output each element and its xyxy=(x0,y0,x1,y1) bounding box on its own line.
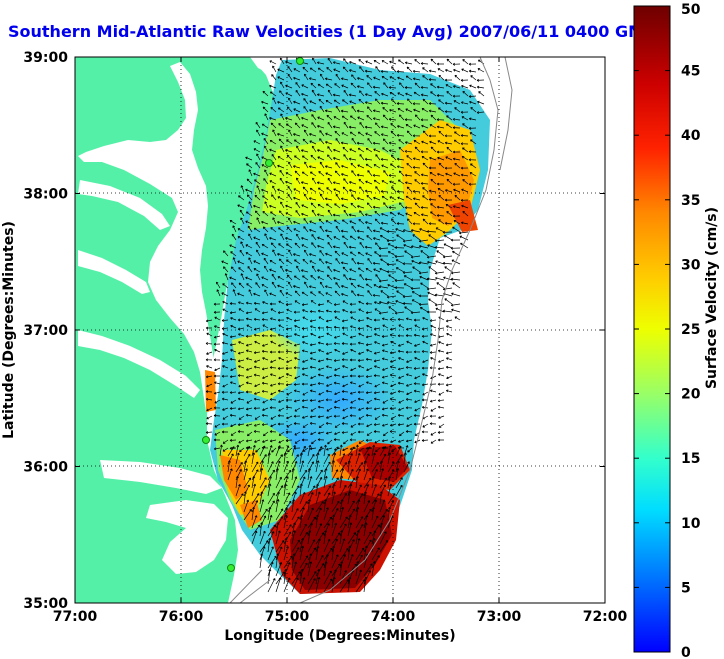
radar-stations xyxy=(202,57,304,572)
y-tick-label: 39:00 xyxy=(23,50,68,66)
x-tick-label: 75:00 xyxy=(265,609,310,625)
map-grid xyxy=(75,57,605,603)
colorbar-tick-label: 25 xyxy=(681,322,700,338)
station-marker xyxy=(265,159,273,167)
isobath-contour xyxy=(499,57,513,171)
y-tick-label: 37:00 xyxy=(23,323,68,339)
colorbar-tick-label: 0 xyxy=(681,645,691,659)
x-tick-label: 73:00 xyxy=(477,609,522,625)
axis-tickmarks xyxy=(74,56,606,604)
colorbar-tick-label: 10 xyxy=(681,516,701,532)
y-tick-label: 38:00 xyxy=(23,187,68,203)
river-rappahannock xyxy=(78,250,150,294)
map-title: Southern Mid-Atlantic Raw Velocities (1 … xyxy=(8,22,655,41)
station-marker xyxy=(202,436,210,444)
colorbar-tick-label: 15 xyxy=(681,451,700,467)
colorbar-ticks: 0 5 10 15 20 25 30 35 40 45 50 xyxy=(634,2,701,659)
y-tick-label: 36:00 xyxy=(23,460,68,476)
river-potomac xyxy=(78,180,170,230)
x-tick-label: 74:00 xyxy=(371,609,416,625)
x-tick-label: 76:00 xyxy=(159,609,204,625)
chesapeake-bay xyxy=(78,62,214,412)
river-james xyxy=(78,330,200,398)
y-tick-labels: 35:00 36:00 37:00 38:00 39:00 xyxy=(23,50,68,612)
isobath-contour xyxy=(239,579,271,603)
colorbar-label: Surface Velocity (cm/s) xyxy=(704,207,720,389)
y-axis-label: Latitude (Degrees:Minutes) xyxy=(1,221,17,439)
x-tick-labels: 77:00 76:00 75:00 74:00 73:00 72:00 xyxy=(53,609,628,625)
y-tick-label: 35:00 xyxy=(23,596,68,612)
x-tick-label: 72:00 xyxy=(583,609,628,625)
colorbar-tick-label: 5 xyxy=(681,580,691,596)
pamlico-sound xyxy=(146,500,228,574)
colorbar-tick-label: 35 xyxy=(681,193,700,209)
colorbar-tick-label: 20 xyxy=(681,387,701,403)
x-tick-label: 77:00 xyxy=(53,609,98,625)
isobath-contour xyxy=(299,57,499,603)
colorbar-tick-label: 30 xyxy=(681,257,701,273)
x-axis-label: Longitude (Degrees:Minutes) xyxy=(224,628,455,644)
albemarle-sound xyxy=(100,460,222,494)
station-marker xyxy=(227,564,235,572)
colorbar-tick-label: 50 xyxy=(681,2,701,18)
colorbar-tick-label: 40 xyxy=(681,128,701,144)
station-marker xyxy=(296,57,304,65)
colorbar xyxy=(633,5,671,653)
colorbar-tick-label: 45 xyxy=(681,64,700,80)
delaware-bay xyxy=(250,57,276,74)
isobath-contour xyxy=(229,569,263,603)
